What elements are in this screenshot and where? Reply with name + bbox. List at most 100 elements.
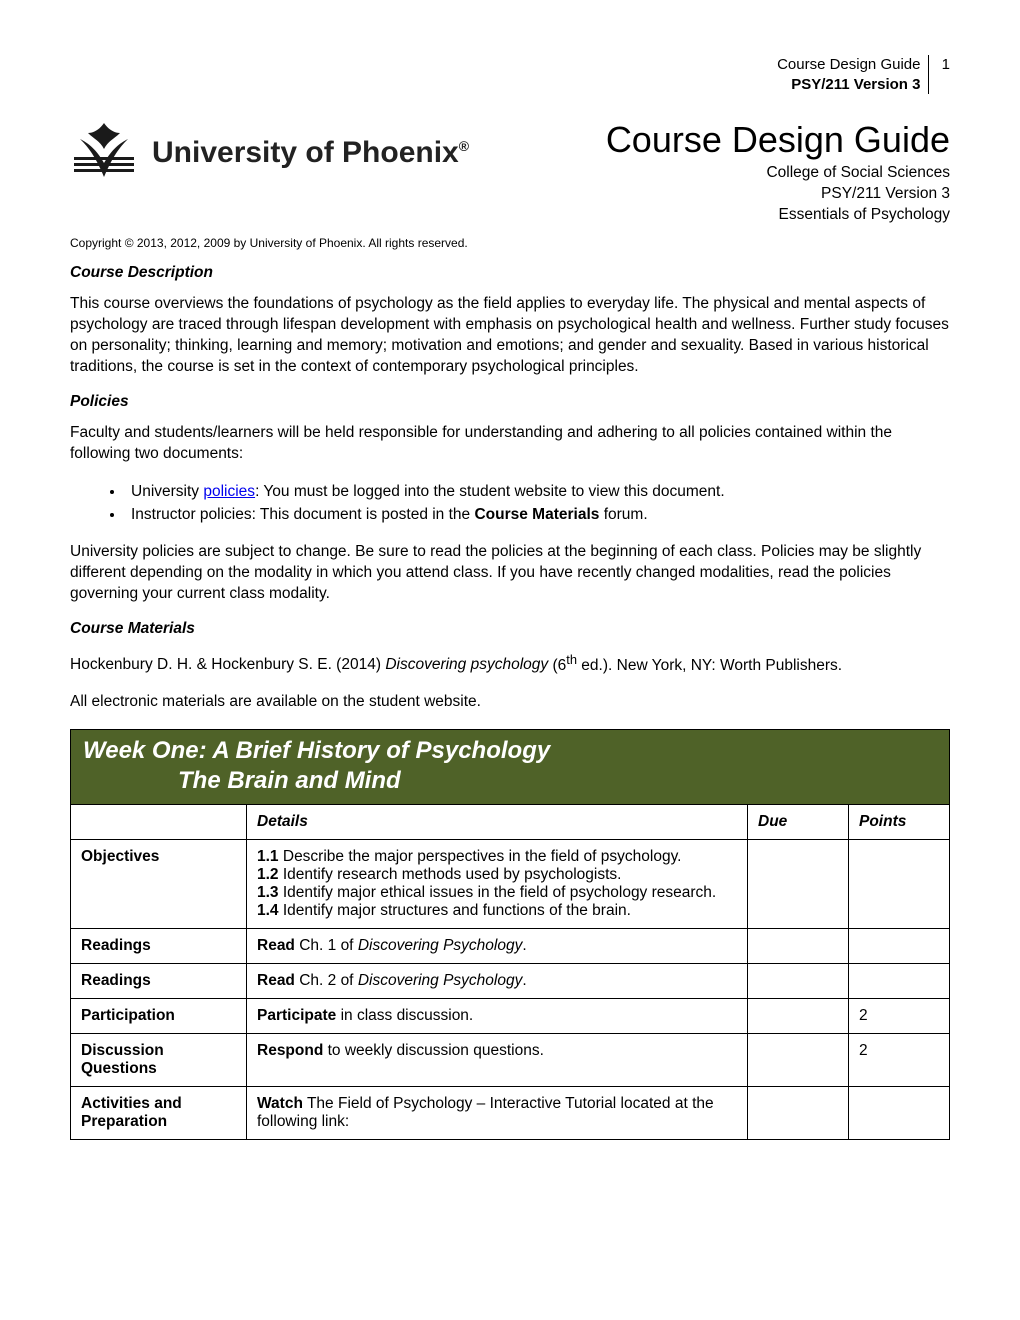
week-title: Week One: A Brief History of Psychology — [83, 737, 550, 764]
course-name: Essentials of Psychology — [606, 205, 950, 226]
ref-pre: Hockenbury D. H. & Hockenbury S. E. (201… — [70, 657, 385, 674]
ref-ital: Discovering psychology — [385, 657, 548, 674]
row-details-objectives: 1.1 Describe the major perspectives in t… — [247, 840, 748, 929]
section-heading-policies: Policies — [70, 393, 950, 411]
policy1-post: : You must be logged into the student we… — [255, 483, 725, 500]
row-points: 2 — [849, 999, 950, 1034]
details-bold: Read — [257, 937, 295, 954]
section-heading-course-materials: Course Materials — [70, 620, 950, 638]
page-number: 1 — [934, 55, 950, 75]
details-bold: Respond — [257, 1042, 323, 1059]
details-bold: Watch — [257, 1095, 303, 1112]
details-bold: Read — [257, 972, 295, 989]
details-post: . — [522, 972, 526, 989]
row-points: 2 — [849, 1034, 950, 1087]
obj-num: 1.4 — [257, 902, 279, 919]
table-row: Objectives 1.1 Describe the major perspe… — [71, 840, 950, 929]
row-details: Watch The Field of Psychology – Interact… — [247, 1087, 748, 1140]
col-details: Details — [247, 805, 748, 840]
brand-name-text: University of Phoenix — [152, 136, 459, 169]
policy-list: University policies: You must be logged … — [70, 481, 950, 525]
phoenix-logo-icon — [70, 119, 138, 186]
row-category: Readings — [71, 964, 247, 999]
col-points: Points — [849, 805, 950, 840]
row-points — [849, 929, 950, 964]
header-meta: Course Design Guide PSY/211 Version 3 1 — [70, 55, 950, 94]
textbook-reference: Hockenbury D. H. & Hockenbury S. E. (201… — [70, 650, 950, 676]
row-due — [748, 1087, 849, 1140]
page: Course Design Guide PSY/211 Version 3 1 — [0, 0, 1020, 1320]
week-header-cell: Week One: A Brief History of Psychology … — [71, 730, 950, 805]
row-details: Respond to weekly discussion questions. — [247, 1034, 748, 1087]
policy1-pre: University — [131, 483, 203, 500]
details-ital: Discovering Psychology — [358, 972, 523, 989]
row-category: Readings — [71, 929, 247, 964]
row-category: Participation — [71, 999, 247, 1034]
college-name: College of Social Sciences — [606, 163, 950, 184]
details-post: . — [522, 937, 526, 954]
obj-num: 1.1 — [257, 848, 279, 865]
row-points — [849, 840, 950, 929]
row-due — [748, 929, 849, 964]
brand-reg-mark: ® — [459, 138, 469, 154]
table-row: Discussion Questions Respond to weekly d… — [71, 1034, 950, 1087]
week-header-row: Week One: A Brief History of Psychology … — [71, 730, 950, 805]
col-due: Due — [748, 805, 849, 840]
obj-text: Identify major ethical issues in the fie… — [279, 884, 717, 901]
row-points — [849, 964, 950, 999]
obj-num: 1.2 — [257, 866, 279, 883]
row-details: Read Ch. 1 of Discovering Psychology. — [247, 929, 748, 964]
policy-item-university: University policies: You must be logged … — [125, 481, 950, 503]
policy-item-instructor: Instructor policies: This document is po… — [125, 504, 950, 526]
policies-link[interactable]: policies — [203, 483, 255, 500]
policies-outro: University policies are subject to chang… — [70, 542, 950, 605]
header-line1: Course Design Guide — [777, 56, 920, 73]
brand: University of Phoenix® — [70, 119, 469, 186]
row-category: Objectives — [71, 840, 247, 929]
col-blank — [71, 805, 247, 840]
policy2-pre: Instructor policies: This document is po… — [131, 506, 474, 523]
materials-note: All electronic materials are available o… — [70, 692, 950, 713]
row-details: Participate in class discussion. — [247, 999, 748, 1034]
header-line2: PSY/211 Version 3 — [791, 76, 920, 93]
title-block: Course Design Guide College of Social Sc… — [606, 119, 950, 226]
details-ital: Discovering Psychology — [358, 937, 523, 954]
row-category: Discussion Questions — [71, 1034, 247, 1087]
details-mid: The Field of Psychology – Interactive Tu… — [257, 1095, 714, 1130]
copyright-text: Copyright © 2013, 2012, 2009 by Universi… — [70, 236, 950, 250]
details-mid: Ch. 2 of — [295, 972, 358, 989]
details-bold: Participate — [257, 1007, 336, 1024]
row-due — [748, 1034, 849, 1087]
row-due — [748, 999, 849, 1034]
table-row: Readings Read Ch. 2 of Discovering Psych… — [71, 964, 950, 999]
row-details: Read Ch. 2 of Discovering Psychology. — [247, 964, 748, 999]
details-mid: in class discussion. — [336, 1007, 473, 1024]
details-mid: Ch. 1 of — [295, 937, 358, 954]
details-mid: to weekly discussion questions. — [323, 1042, 544, 1059]
schedule-table: Week One: A Brief History of Psychology … — [70, 729, 950, 1140]
table-row: Readings Read Ch. 1 of Discovering Psych… — [71, 929, 950, 964]
course-description-text: This course overviews the foundations of… — [70, 294, 950, 378]
obj-text: Describe the major perspectives in the f… — [279, 848, 682, 865]
table-row: Activities and Preparation Watch The Fie… — [71, 1087, 950, 1140]
document-title: Course Design Guide — [606, 119, 950, 161]
table-row: Participation Participate in class discu… — [71, 999, 950, 1034]
obj-text: Identify research methods used by psycho… — [279, 866, 622, 883]
policies-intro: Faculty and students/learners will be he… — [70, 423, 950, 465]
column-header-row: Details Due Points — [71, 805, 950, 840]
course-code: PSY/211 Version 3 — [606, 184, 950, 205]
row-points — [849, 1087, 950, 1140]
week-subtitle: The Brain and Mind — [83, 766, 937, 796]
policy2-post: forum. — [599, 506, 647, 523]
ref-post: (6th ed.). New York, NY: Worth Publisher… — [548, 657, 842, 674]
section-heading-course-description: Course Description — [70, 264, 950, 282]
row-due — [748, 964, 849, 999]
obj-text: Identify major structures and functions … — [279, 902, 631, 919]
brand-name: University of Phoenix® — [152, 136, 469, 170]
header-meta-lines: Course Design Guide PSY/211 Version 3 — [777, 55, 929, 94]
obj-num: 1.3 — [257, 884, 279, 901]
policy2-bold: Course Materials — [474, 506, 599, 523]
row-category: Activities and Preparation — [71, 1087, 247, 1140]
row-due — [748, 840, 849, 929]
brand-row: University of Phoenix® Course Design Gui… — [70, 119, 950, 226]
